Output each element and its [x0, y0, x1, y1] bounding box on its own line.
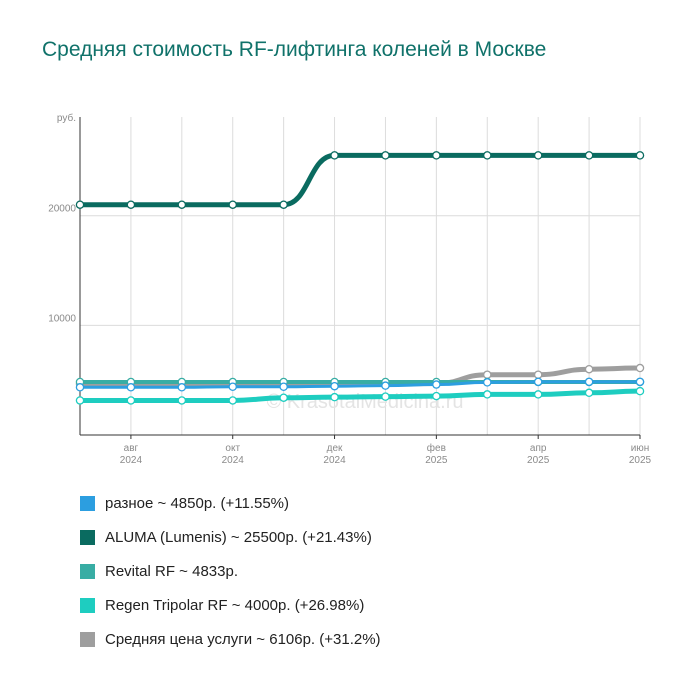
- data-point: [126, 383, 136, 392]
- x-tick-month: окт: [225, 443, 240, 454]
- legend-item[interactable]: Revital RF ~ 4833р.: [80, 554, 381, 588]
- legend: разное ~ 4850р. (+11.55%) ALUMA (Lumenis)…: [80, 486, 381, 656]
- x-tick-year: 2025: [425, 455, 448, 466]
- series-line: [77, 388, 643, 403]
- data-point: [432, 151, 441, 160]
- line-chart: © KrasotaiMedicina.ru 1000020000руб.авг2…: [48, 112, 651, 466]
- x-tick-month: июн: [631, 443, 650, 454]
- y-tick-label: 20000: [48, 204, 76, 215]
- legend-swatch: [80, 529, 95, 545]
- data-point: [75, 383, 85, 392]
- data-point: [126, 396, 136, 405]
- y-tick-label: 10000: [48, 313, 76, 324]
- legend-item[interactable]: ALUMA (Lumenis) ~ 25500р. (+21.43%): [80, 520, 381, 554]
- data-point: [635, 151, 645, 160]
- series-0: [75, 377, 645, 392]
- series-layer: [75, 151, 645, 405]
- legend-label: разное ~ 4850р. (+11.55%): [105, 494, 290, 512]
- data-point: [635, 363, 645, 373]
- legend-label: Средняя цена услуги ~ 6106р. (+31.2%): [105, 630, 381, 648]
- series-line: [78, 380, 642, 389]
- x-tick-year: 2024: [222, 455, 245, 466]
- data-point: [635, 377, 645, 387]
- series-1: [75, 151, 645, 209]
- x-tick-month: авг: [124, 443, 139, 454]
- data-point: [584, 364, 594, 374]
- data-point: [533, 151, 543, 160]
- series-3: [75, 386, 645, 405]
- legend-label: Revital RF ~ 4833р.: [105, 562, 238, 580]
- x-tick-year: 2025: [527, 455, 550, 466]
- data-point: [75, 396, 85, 405]
- data-point: [483, 151, 492, 160]
- data-point: [483, 390, 492, 399]
- data-point: [330, 151, 339, 160]
- data-point: [533, 390, 543, 399]
- y-unit-label: руб.: [57, 112, 76, 124]
- data-point: [177, 396, 187, 405]
- legend-swatch: [80, 597, 95, 613]
- data-point: [533, 377, 543, 387]
- data-point: [228, 200, 237, 209]
- legend-item[interactable]: разное ~ 4850р. (+11.55%): [80, 486, 381, 520]
- data-point: [330, 381, 339, 391]
- data-point: [177, 383, 187, 392]
- chart-title: Средняя стоимость RF-лифтинга коленей в …: [42, 38, 547, 61]
- data-point: [177, 200, 187, 209]
- data-point: [126, 200, 136, 209]
- data-point: [432, 380, 441, 389]
- data-point: [75, 200, 85, 209]
- data-point: [381, 381, 390, 390]
- data-point: [279, 200, 288, 209]
- series-4: [75, 363, 645, 389]
- legend-item[interactable]: Regen Tripolar RF ~ 4000р. (+26.98%): [80, 588, 381, 622]
- data-point: [381, 151, 390, 160]
- data-point: [381, 392, 390, 401]
- data-point: [228, 382, 237, 392]
- data-point: [533, 370, 543, 379]
- x-tick-month: апр: [530, 443, 547, 454]
- tick-labels: 1000020000руб.авг2024окт2024дек2024фев20…: [48, 112, 651, 466]
- data-point: [330, 392, 339, 402]
- legend-label: ALUMA (Lumenis) ~ 25500р. (+21.43%): [105, 528, 372, 546]
- data-point: [584, 377, 594, 387]
- series-line: [77, 152, 643, 208]
- data-point: [635, 386, 645, 396]
- x-tick-year: 2024: [120, 455, 143, 466]
- legend-swatch: [80, 495, 95, 511]
- data-point: [483, 370, 492, 379]
- data-point: [228, 396, 237, 405]
- data-point: [584, 151, 594, 160]
- legend-item[interactable]: Средняя цена услуги ~ 6106р. (+31.2%): [80, 622, 381, 656]
- data-point: [584, 388, 594, 398]
- series-line: [77, 365, 643, 387]
- data-point: [483, 378, 492, 387]
- legend-swatch: [80, 631, 95, 647]
- x-tick-year: 2025: [629, 455, 652, 466]
- data-point: [279, 393, 288, 402]
- legend-label: Regen Tripolar RF ~ 4000р. (+26.98%): [105, 596, 365, 614]
- x-tick-month: фев: [427, 442, 446, 454]
- legend-swatch: [80, 563, 95, 579]
- x-tick-month: дек: [327, 443, 343, 454]
- data-point: [279, 382, 288, 392]
- data-point: [432, 391, 441, 401]
- x-tick-year: 2024: [323, 455, 346, 466]
